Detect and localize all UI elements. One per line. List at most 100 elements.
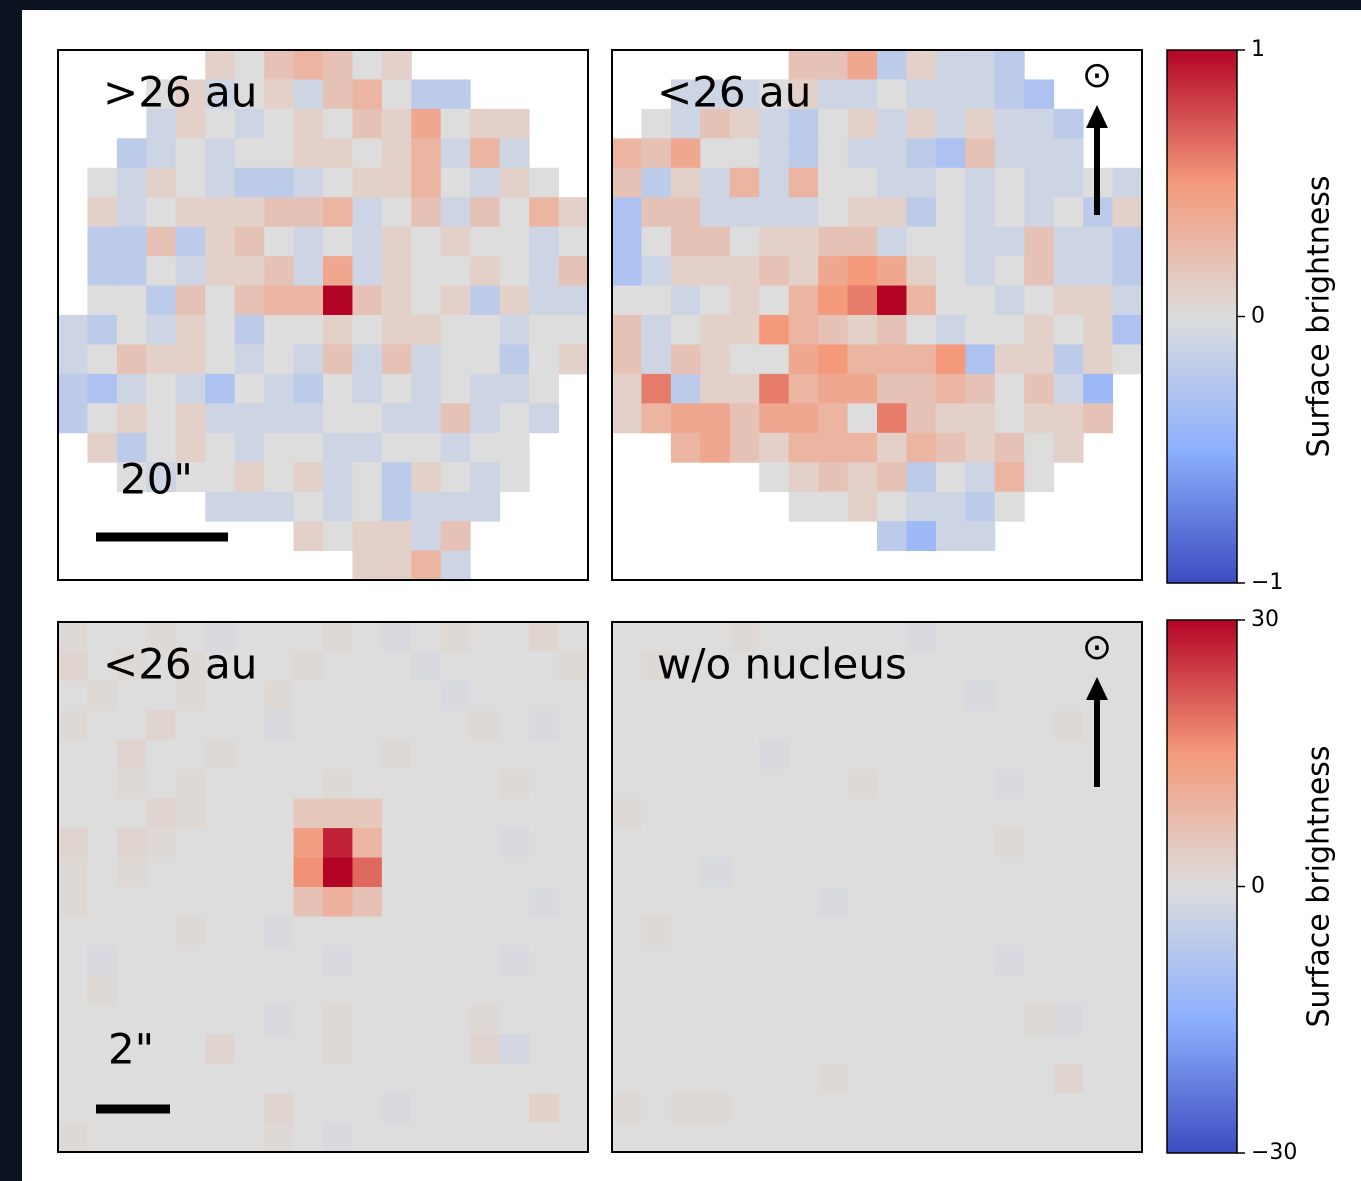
pixel [1054,433,1084,463]
pixel [730,975,760,1005]
pixel [559,622,589,652]
pixel [529,1123,559,1153]
pixel [965,138,995,168]
pixel [1113,858,1143,888]
pixel [700,828,730,858]
pixel [294,138,324,168]
pixel [176,256,206,286]
pixel [411,256,441,286]
pixel [559,256,589,286]
pixel [382,1093,412,1123]
pixel [700,403,730,433]
pixel [1083,227,1113,257]
pixel [936,740,966,770]
pixel [759,374,789,404]
pixel [641,1005,671,1035]
pixel [671,740,701,770]
pixel [441,492,471,522]
pixel [818,799,848,829]
pixel [441,197,471,227]
pixel [205,1005,235,1035]
pixel [559,975,589,1005]
pixel [789,462,819,492]
pixel [146,344,176,374]
pixel [87,197,117,227]
pixel [612,858,642,888]
pixel [146,374,176,404]
pixel [641,197,671,227]
pixel [1054,344,1084,374]
pixel [906,946,936,976]
pixel [559,344,589,374]
pixel [176,1034,206,1064]
pixel [235,858,265,888]
pixel [1083,887,1113,917]
pixel [1113,1123,1143,1153]
pixel [294,1034,324,1064]
pixel [411,197,441,227]
pixel [352,828,382,858]
pixel [936,1123,966,1153]
pixel [559,858,589,888]
pixel [965,168,995,198]
pixel [264,1034,294,1064]
pixel [906,286,936,316]
pixel [1024,828,1054,858]
pixel [700,740,730,770]
pixel [323,374,353,404]
pixel [730,286,760,316]
pixel [352,769,382,799]
pixel [352,1034,382,1064]
pixel [470,168,500,198]
pixel [995,197,1025,227]
pixel [559,828,589,858]
pixel [612,740,642,770]
pixel [441,256,471,286]
pixel [759,769,789,799]
pixel [789,197,819,227]
pixel [818,197,848,227]
pixel [818,344,848,374]
pixel [382,433,412,463]
pixel [500,227,530,257]
pixel [382,521,412,551]
pixel [641,769,671,799]
pixel [965,344,995,374]
pixel [117,1123,147,1153]
pixel [352,740,382,770]
pixel [441,462,471,492]
pixel [759,799,789,829]
pixel [641,1034,671,1064]
pixel [936,651,966,681]
pixel [323,1123,353,1153]
pixel [671,168,701,198]
pixel [848,1064,878,1094]
page: >26 au20"<26 au⊙10−1Surface brightness<2… [0,0,1361,1181]
pixel [87,315,117,345]
pixel [205,1034,235,1064]
pixel [877,256,907,286]
pixel [529,681,559,711]
pixel [936,79,966,109]
pixel [411,916,441,946]
pixel [411,1123,441,1153]
pixel [323,1093,353,1123]
pixel [323,916,353,946]
pixel [965,828,995,858]
pixel [323,227,353,257]
pixel [352,168,382,198]
pixel [1113,1005,1143,1035]
pixel [264,769,294,799]
pixel [441,799,471,829]
pixel [441,1123,471,1153]
pixel [848,79,878,109]
pixel [1024,769,1054,799]
pixel [641,858,671,888]
pixel [470,1064,500,1094]
pixel [411,828,441,858]
pixel [294,344,324,374]
pixel [1113,1064,1143,1094]
pixel [906,887,936,917]
pixel [906,492,936,522]
pixel [235,769,265,799]
